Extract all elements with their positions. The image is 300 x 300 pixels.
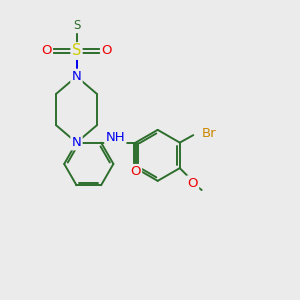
Text: O: O — [130, 165, 141, 178]
Text: Br: Br — [202, 127, 216, 140]
Text: N: N — [72, 136, 81, 149]
Text: O: O — [188, 177, 198, 190]
Text: O: O — [41, 44, 52, 58]
Text: NH: NH — [106, 131, 125, 144]
Text: S: S — [73, 19, 80, 32]
Text: S: S — [76, 25, 77, 26]
Text: O: O — [101, 44, 112, 58]
Text: S: S — [72, 44, 81, 59]
Text: N: N — [72, 70, 81, 83]
